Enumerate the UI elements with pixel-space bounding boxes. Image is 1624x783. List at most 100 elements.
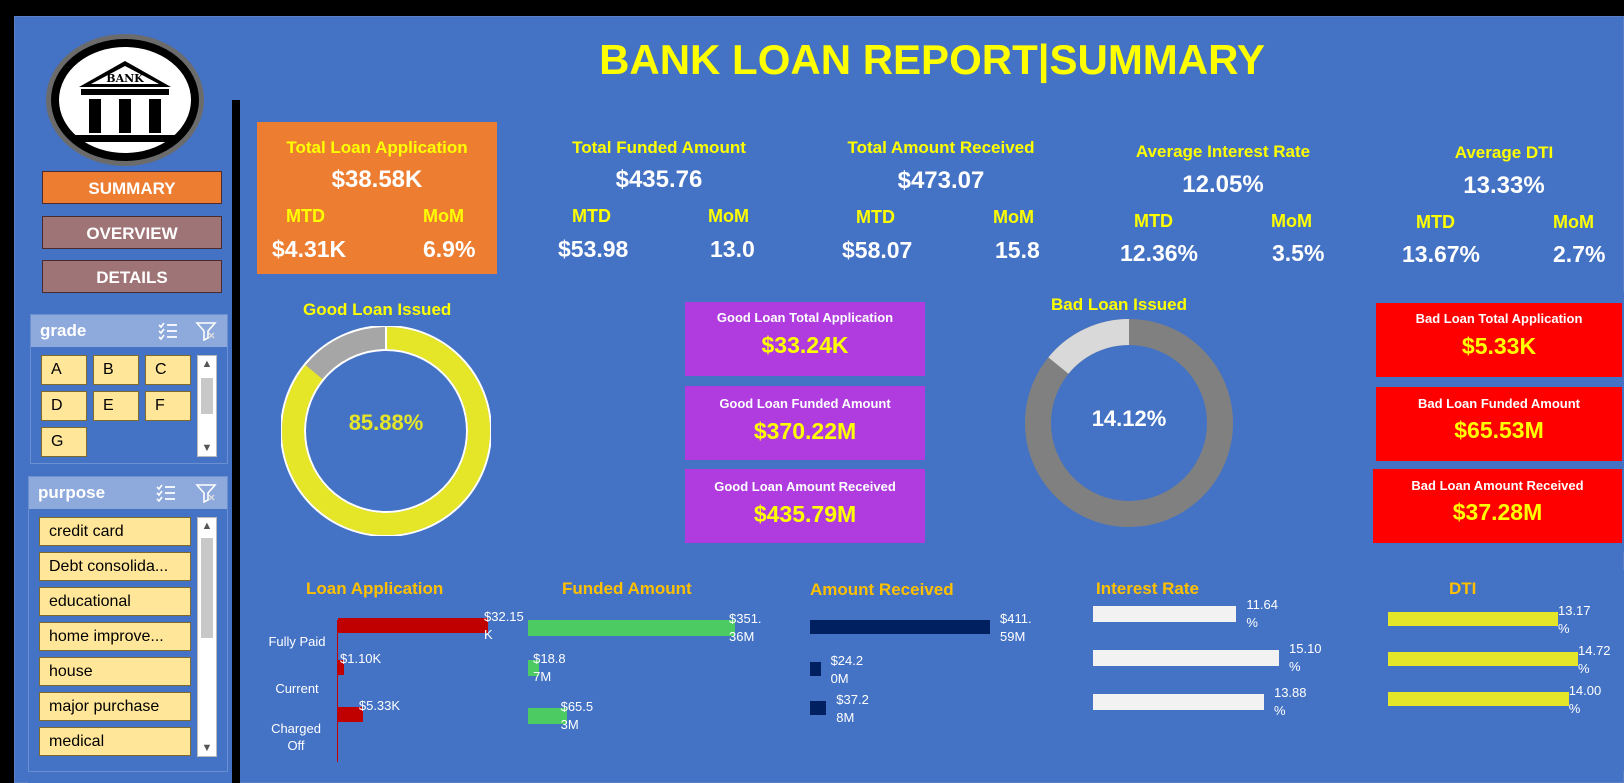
amount-received-data-label: $24.2 0M	[830, 653, 864, 686]
kpi-mom-value: 6.9%	[423, 236, 476, 262]
bad-loan-title: Bad Loan Issued	[1051, 295, 1188, 314]
dti-data-label: 14.00 %	[1568, 683, 1602, 716]
scroll-down-icon[interactable]: ▼	[201, 442, 213, 454]
purpose-slicer: purpose credit card Debt consolida... ed…	[28, 476, 228, 772]
card-label: Bad Loan Amount Received	[1411, 478, 1584, 493]
kpi-average-interest-rate: Average Interest Rate 12.05% MTD MoM 12.…	[1103, 122, 1343, 274]
grade-chip-e[interactable]: E	[93, 391, 139, 421]
purpose-item[interactable]: medical	[39, 727, 191, 756]
interest-rate-data-label: 11.64 %	[1246, 597, 1278, 630]
funded-amount-bar-fully-paid	[528, 620, 735, 636]
kpi-total-amount-received: Total Amount Received $473.07 MTD MoM $5…	[821, 122, 1061, 274]
grade-chip-b[interactable]: B	[93, 355, 139, 385]
card-value: $370.22M	[753, 418, 857, 444]
dti-bar-fully-paid	[1388, 612, 1558, 626]
kpi-mom-label: MoM	[423, 206, 464, 226]
purpose-item[interactable]: educational	[39, 587, 191, 616]
dti-bar-current	[1388, 652, 1578, 666]
kpi-label: Total Loan Application	[286, 138, 468, 157]
funded-amount-title: Funded Amount	[562, 579, 692, 598]
kpi-value: $38.58K	[331, 166, 423, 193]
overview-button[interactable]: OVERVIEW	[42, 216, 222, 249]
funded-amount-data-label: $18.8 7M	[533, 651, 566, 684]
card-label: Good Loan Total Application	[716, 310, 894, 325]
scroll-thumb[interactable]	[201, 378, 213, 414]
grade-chip-c[interactable]: C	[145, 355, 191, 385]
donut-slice-bad	[1025, 319, 1233, 527]
purpose-scrollbar[interactable]: ▲ ▼	[197, 517, 217, 757]
interest-rate-bar-current	[1093, 650, 1279, 666]
multi-select-icon[interactable]	[157, 321, 179, 341]
dti-bar-charged-off	[1388, 692, 1569, 706]
loan-application-data-label: $5.33K	[358, 698, 401, 713]
card-value: $5.33K	[1461, 333, 1537, 359]
interest-rate-bar-fully-paid	[1093, 606, 1237, 622]
bad-loan-percent: 14.12%	[1091, 406, 1167, 431]
grade-slicer-title: grade	[31, 315, 227, 347]
dti-data-label: 14.72 %	[1578, 643, 1611, 676]
grade-chip-g[interactable]: G	[41, 427, 87, 457]
kpi-value: $473.07	[897, 167, 985, 194]
kpi-mom-value: 13.0	[710, 236, 755, 262]
card-label: Bad Loan Total Application	[1415, 311, 1583, 326]
amount-received-data-label: $37.2 8M	[836, 692, 869, 725]
multi-select-icon[interactable]	[155, 483, 177, 503]
amount-received-bar-charged-off	[810, 701, 827, 715]
kpi-mtd-value: 12.36%	[1120, 240, 1199, 266]
kpi-mtd-label: MTD	[286, 206, 325, 226]
bad-loan-total-application-card: Bad Loan Total Application $5.33K	[1376, 303, 1622, 377]
grade-chip-f[interactable]: F	[145, 391, 191, 421]
bank-building-icon	[75, 61, 175, 142]
purpose-item[interactable]: house	[39, 657, 191, 686]
clear-filter-icon[interactable]	[195, 483, 217, 503]
kpi-value: 12.05%	[1182, 171, 1264, 198]
bank-logo: BANK	[46, 34, 204, 166]
grade-chip-a[interactable]: A	[41, 355, 87, 385]
card-label: Good Loan Funded Amount	[719, 396, 891, 411]
purpose-item[interactable]: home improve...	[39, 622, 191, 651]
good-loan-percent: 85.88%	[348, 410, 424, 435]
purpose-item[interactable]: Debt consolida...	[39, 552, 191, 581]
grade-chip-d[interactable]: D	[41, 391, 87, 421]
grade-scrollbar[interactable]: ▲ ▼	[197, 355, 217, 457]
grade-slicer: grade A B C D E F G ▲ ▼	[30, 314, 228, 464]
kpi-value: $435.76	[615, 166, 703, 193]
clear-filter-icon[interactable]	[195, 321, 217, 341]
amount-received-title: Amount Received	[810, 580, 954, 599]
kpi-mtd-label: MTD	[856, 207, 895, 227]
loan-application-axis	[337, 620, 338, 762]
scroll-up-icon[interactable]: ▲	[201, 358, 213, 370]
kpi-average-dti: Average DTI 13.33% MTD MoM 13.67% 2.7%	[1385, 122, 1623, 274]
purpose-item[interactable]: major purchase	[39, 692, 191, 721]
kpi-label: Average DTI	[1454, 143, 1554, 162]
kpi-total-loan-application: Total Loan Application $38.58K MTD MoM $…	[257, 122, 497, 274]
loan-application-bar-fully-paid	[338, 618, 488, 633]
amount-received-data-label: $411. 59M	[1000, 611, 1032, 644]
good-loan-total-application-card: Good Loan Total Application $33.24K	[685, 302, 925, 376]
details-button[interactable]: DETAILS	[42, 260, 222, 293]
interest-rate-data-label: 15.10 %	[1289, 641, 1322, 674]
purpose-item[interactable]: credit card	[39, 517, 191, 546]
bad-loan-panel: Bad Loan Issued 14.12% Bad Loan Total Ap…	[966, 292, 1624, 552]
funded-amount-data-label: $65.5 3M	[560, 699, 594, 732]
amount-received-bar-fully-paid	[810, 620, 990, 634]
summary-button[interactable]: SUMMARY	[42, 171, 222, 204]
kpi-mom-value: 3.5%	[1272, 240, 1325, 266]
kpi-mom-label: MoM	[993, 207, 1034, 227]
kpi-mom-value: 15.8	[995, 237, 1040, 263]
good-loan-title: Good Loan Issued	[303, 300, 452, 319]
loan-application-bar-current	[338, 660, 344, 675]
card-value: $33.24K	[761, 332, 849, 358]
interest-rate-title: Interest Rate	[1096, 579, 1199, 598]
kpi-mom-label: MoM	[1553, 212, 1594, 232]
scroll-down-icon[interactable]: ▼	[201, 742, 213, 754]
loan-status-breakdown-panel: Loan Application Funded Amount Amount Re…	[257, 570, 1624, 771]
kpi-label: Total Amount Received	[847, 138, 1035, 157]
scroll-up-icon[interactable]: ▲	[201, 520, 213, 532]
card-label: Good Loan Amount Received	[714, 479, 896, 494]
scroll-thumb[interactable]	[201, 538, 213, 638]
amount-received-bar-current	[810, 662, 821, 676]
good-loan-donut	[281, 326, 491, 536]
funded-amount-bar-charged-off	[528, 708, 567, 724]
kpi-mtd-value: $58.07	[842, 237, 913, 263]
